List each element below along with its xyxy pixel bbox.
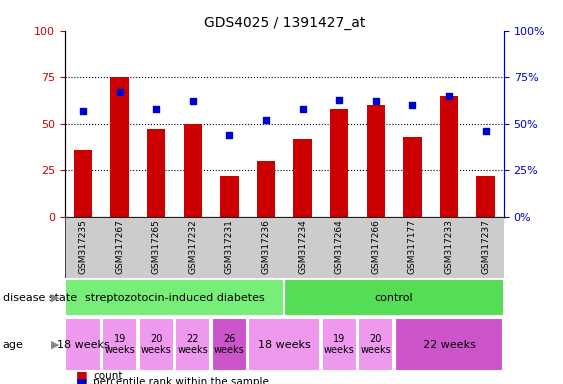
FancyBboxPatch shape xyxy=(138,318,174,371)
FancyBboxPatch shape xyxy=(395,318,503,371)
FancyBboxPatch shape xyxy=(284,279,504,316)
Point xyxy=(261,117,270,123)
FancyBboxPatch shape xyxy=(102,318,137,371)
Text: 18 weeks: 18 weeks xyxy=(57,339,109,350)
Text: disease state: disease state xyxy=(3,293,77,303)
Point xyxy=(445,93,454,99)
Bar xyxy=(110,77,129,217)
FancyBboxPatch shape xyxy=(248,318,320,371)
Bar xyxy=(74,150,92,217)
FancyBboxPatch shape xyxy=(65,318,101,371)
Point xyxy=(298,106,307,112)
Text: 20
weeks: 20 weeks xyxy=(360,334,391,356)
Text: ■: ■ xyxy=(76,376,88,384)
FancyBboxPatch shape xyxy=(321,318,357,371)
Text: GSM317234: GSM317234 xyxy=(298,219,307,273)
FancyBboxPatch shape xyxy=(65,279,284,316)
Text: ■: ■ xyxy=(76,369,88,382)
Bar xyxy=(440,96,458,217)
Bar xyxy=(367,105,385,217)
Point xyxy=(79,108,88,114)
Bar xyxy=(220,176,239,217)
Text: GSM317231: GSM317231 xyxy=(225,219,234,274)
Text: 19
weeks: 19 weeks xyxy=(104,334,135,356)
Point xyxy=(225,132,234,138)
Point xyxy=(408,102,417,108)
Bar xyxy=(293,139,312,217)
Text: count: count xyxy=(93,371,122,381)
Point xyxy=(372,98,381,104)
Text: GSM317177: GSM317177 xyxy=(408,219,417,274)
Text: ▶: ▶ xyxy=(51,339,59,350)
Bar xyxy=(476,176,495,217)
Text: GSM317236: GSM317236 xyxy=(262,219,270,274)
Text: percentile rank within the sample: percentile rank within the sample xyxy=(93,377,269,384)
Bar xyxy=(403,137,422,217)
Text: GSM317265: GSM317265 xyxy=(152,219,160,274)
Text: 18 weeks: 18 weeks xyxy=(258,339,311,350)
Text: streptozotocin-induced diabetes: streptozotocin-induced diabetes xyxy=(84,293,265,303)
Bar xyxy=(257,161,275,217)
Text: GSM317266: GSM317266 xyxy=(372,219,380,274)
Text: GSM317237: GSM317237 xyxy=(481,219,490,274)
Text: ▶: ▶ xyxy=(51,293,59,303)
Bar xyxy=(184,124,202,217)
Text: GSM317235: GSM317235 xyxy=(79,219,87,274)
FancyBboxPatch shape xyxy=(175,318,211,371)
Text: 22
weeks: 22 weeks xyxy=(177,334,208,356)
Bar xyxy=(147,129,166,217)
Text: GSM317232: GSM317232 xyxy=(189,219,197,273)
Text: 22 weeks: 22 weeks xyxy=(423,339,475,350)
Text: GSM317267: GSM317267 xyxy=(115,219,124,274)
FancyBboxPatch shape xyxy=(358,318,394,371)
Point xyxy=(481,128,490,134)
Text: age: age xyxy=(3,339,24,350)
Text: GSM317233: GSM317233 xyxy=(445,219,453,274)
Point xyxy=(152,106,161,112)
Text: GSM317264: GSM317264 xyxy=(335,219,343,273)
Text: control: control xyxy=(375,293,413,303)
Title: GDS4025 / 1391427_at: GDS4025 / 1391427_at xyxy=(204,16,365,30)
FancyBboxPatch shape xyxy=(212,318,247,371)
FancyBboxPatch shape xyxy=(65,217,504,278)
Text: 26
weeks: 26 weeks xyxy=(214,334,245,356)
Text: 20
weeks: 20 weeks xyxy=(141,334,172,356)
Point xyxy=(188,98,197,104)
Bar xyxy=(330,109,348,217)
Text: 19
weeks: 19 weeks xyxy=(324,334,355,356)
Point xyxy=(334,96,343,103)
Point xyxy=(115,89,124,95)
